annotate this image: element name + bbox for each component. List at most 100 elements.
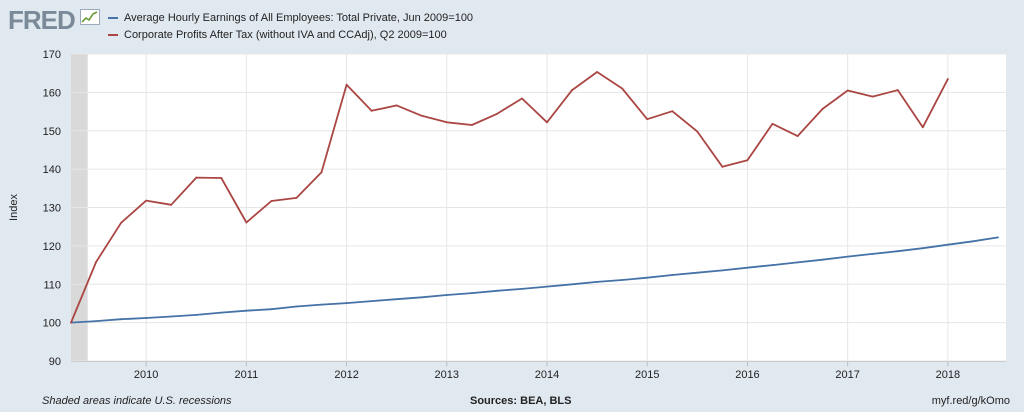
profits-data-point xyxy=(746,159,749,162)
earnings-data-point xyxy=(220,311,223,314)
profits-data-point xyxy=(170,203,173,206)
x-tick-label: 2018 xyxy=(936,369,960,381)
y-tick-label: 110 xyxy=(43,279,61,291)
line-chart: 90 100 110 120 130 140 150 160 170 2010 2011 2012 20… xyxy=(8,49,1006,381)
profits-data-point xyxy=(621,87,624,90)
earnings-data-point xyxy=(496,289,498,292)
chart-footer: Shaded areas indicate U.S. recessions So… xyxy=(0,393,1024,411)
earnings-data-point xyxy=(345,302,348,304)
x-tick-label: 2016 xyxy=(735,369,759,381)
profits-data-point xyxy=(496,112,498,115)
profits-data-point xyxy=(796,135,799,138)
profits-data-point xyxy=(445,121,448,124)
sources-text: Sources: BEA, BLS xyxy=(470,395,572,407)
earnings-data-point xyxy=(245,309,248,312)
profits-data-point xyxy=(696,130,699,133)
chart-legend: Average Hourly Earnings of All Employees… xyxy=(108,9,473,43)
earnings-data-point xyxy=(195,314,198,316)
y-tick-label: 160 xyxy=(43,87,61,99)
earnings-data-point xyxy=(946,243,949,246)
y-axis-label: Index xyxy=(8,194,20,221)
y-tick-label: 130 xyxy=(43,203,61,215)
x-tick-label: 2012 xyxy=(334,369,358,381)
profits-data-point xyxy=(521,97,523,100)
earnings-data-point xyxy=(921,247,924,250)
profits-data-point xyxy=(871,95,874,98)
x-tick-label: 2011 xyxy=(235,369,259,381)
profits-data-point xyxy=(671,110,674,113)
x-tick-label: 2017 xyxy=(835,369,859,381)
y-tick-label: 140 xyxy=(43,164,61,176)
earnings-data-point xyxy=(771,264,774,266)
earnings-data-point xyxy=(270,308,273,311)
earnings-data-point xyxy=(295,305,298,308)
earnings-data-point xyxy=(696,271,699,274)
profits-data-point xyxy=(470,124,473,126)
earnings-data-point xyxy=(320,303,323,306)
x-tick-label: 2013 xyxy=(435,369,459,381)
fred-logo: FRED xyxy=(8,5,76,35)
y-tick-label: 100 xyxy=(43,318,61,330)
earnings-data-point xyxy=(470,292,473,294)
earnings-data-point xyxy=(671,274,674,276)
earnings-data-point xyxy=(445,294,448,296)
profits-data-point xyxy=(95,261,97,263)
profits-data-point xyxy=(721,165,724,168)
profits-data-point xyxy=(320,171,323,174)
earnings-data-point xyxy=(896,250,899,253)
earnings-data-point xyxy=(521,287,523,290)
chart-area: 90 100 110 120 130 140 150 160 170 2010 2011 2012 20… xyxy=(0,44,1024,388)
profits-data-point xyxy=(571,89,573,91)
recession-note: Shaded areas indicate U.S. recessions xyxy=(42,395,232,407)
profits-data-point xyxy=(195,176,198,179)
profits-data-point xyxy=(921,126,924,129)
legend-swatch-profits xyxy=(108,33,118,36)
earnings-data-point xyxy=(546,285,548,288)
profits-data-point xyxy=(896,89,899,91)
chart-trend-icon xyxy=(80,9,100,25)
earnings-data-point xyxy=(646,276,649,279)
y-tick-label: 150 xyxy=(43,126,61,138)
profits-data-point xyxy=(646,118,649,121)
earnings-data-point xyxy=(370,300,373,303)
earnings-data-point xyxy=(596,281,599,283)
profits-data-point xyxy=(295,197,298,199)
x-tick-label: 2015 xyxy=(635,369,659,381)
earnings-data-point xyxy=(796,261,799,264)
earnings-series-line xyxy=(70,236,999,324)
legend-label-profits: Corporate Profits After Tax (without IVA… xyxy=(124,28,447,41)
earnings-data-point xyxy=(746,266,749,269)
earnings-data-point xyxy=(871,253,874,255)
y-tick-label: 170 xyxy=(43,49,61,61)
earnings-data-point xyxy=(571,283,573,286)
earnings-data-point xyxy=(395,298,398,301)
earnings-data-point xyxy=(821,258,824,261)
x-tick-label: 2010 xyxy=(134,369,158,381)
profits-data-point xyxy=(596,71,599,73)
profits-data-point xyxy=(270,200,273,202)
chart-header: FRED Average Hourly Earnings of All Empl… xyxy=(0,0,1024,44)
earnings-data-point xyxy=(997,236,999,239)
legend-item-earnings: Average Hourly Earnings of All Employees… xyxy=(108,9,473,26)
profits-data-point xyxy=(220,177,223,179)
profits-data-point xyxy=(70,321,72,324)
x-tick-label: 2014 xyxy=(535,369,559,381)
profits-data-point xyxy=(771,122,774,125)
profits-data-point xyxy=(946,78,949,80)
profits-data-point xyxy=(846,89,849,92)
profits-data-point xyxy=(546,121,548,124)
profits-series-line xyxy=(70,71,949,323)
profits-data-point xyxy=(345,83,348,86)
profits-data-point xyxy=(120,221,123,224)
legend-swatch-earnings xyxy=(108,16,118,19)
earnings-data-point xyxy=(846,255,849,258)
profits-data-point xyxy=(395,104,398,107)
short-url-link[interactable]: myf.red/g/kOmo xyxy=(931,395,1010,407)
profits-data-point xyxy=(821,107,824,110)
y-tick-label: 90 xyxy=(49,356,61,368)
earnings-data-point xyxy=(120,318,123,321)
earnings-data-point xyxy=(721,269,724,272)
legend-label-earnings: Average Hourly Earnings of All Employees… xyxy=(124,11,474,24)
earnings-data-point xyxy=(420,296,423,299)
y-tick-label: 120 xyxy=(43,241,61,253)
